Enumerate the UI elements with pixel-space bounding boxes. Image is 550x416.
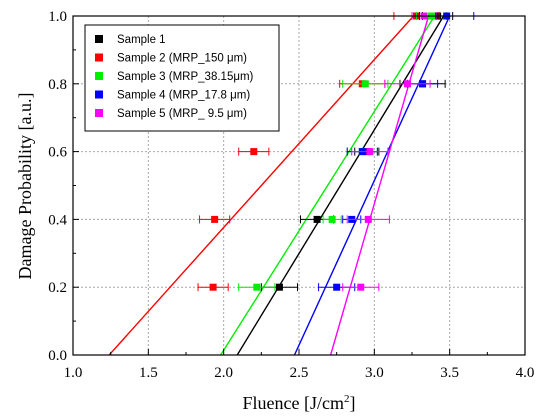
square-marker [364, 215, 372, 223]
data-point [346, 215, 390, 224]
legend-label: Sample 1 [117, 34, 166, 46]
legend-swatch [95, 53, 103, 62]
x-tick-label: 3.0 [365, 365, 384, 381]
square-marker [209, 283, 217, 291]
legend: Sample 1 Sample 2 (MRP_150 μm) Sample 3 (M… [84, 24, 280, 132]
data-point [322, 215, 342, 224]
y-tick-label: 0.8 [48, 77, 67, 93]
square-marker [333, 283, 341, 291]
x-tick-label: 2.5 [290, 365, 309, 381]
x-tick-label: 3.5 [440, 365, 459, 381]
x-tick-label: 1.0 [64, 365, 83, 381]
data-point [238, 283, 276, 292]
x-tick-label: 2.0 [214, 365, 233, 381]
y-tick-label: 0.0 [48, 348, 67, 364]
square-marker [275, 283, 283, 291]
data-point [384, 79, 431, 88]
square-marker [361, 80, 369, 88]
data-point [197, 283, 229, 292]
grid-lines [73, 16, 525, 355]
legend-swatch [95, 90, 103, 99]
legend-label: Sample 5 (MRP_ 9.5 μm) [117, 108, 247, 120]
fit-lines [108, 16, 451, 355]
y-tick-label: 0.4 [48, 212, 67, 228]
x-axis-ticks: 1.0 1.5 2.0 2.5 3.0 3.5 4.0 [64, 349, 535, 381]
square-marker [313, 215, 321, 223]
x-axis-title: Fluence [J/cm2] [243, 393, 356, 413]
square-marker [357, 283, 365, 291]
square-marker [253, 283, 261, 291]
legend-box [84, 24, 280, 132]
x-tick-label: 1.5 [139, 365, 158, 381]
fit-line [329, 16, 430, 355]
square-marker [250, 148, 258, 156]
square-marker [211, 215, 219, 223]
square-marker [403, 80, 411, 88]
data-point [351, 147, 389, 156]
x-tick-label: 4.0 [516, 365, 535, 381]
legend-swatch [95, 72, 103, 80]
square-marker [366, 148, 374, 156]
legend-label: Sample 2 (MRP_150 μm) [117, 53, 247, 65]
y-axis-title: Damage Probability [a.u.] [15, 93, 35, 280]
legend-label: Sample 4 (MRP_17.8 μm) [117, 90, 250, 102]
data-point [238, 147, 270, 156]
fit-line [220, 16, 436, 355]
legend-swatch [95, 35, 103, 43]
legend-label: Sample 3 (MRP_38.15μm) [117, 71, 254, 83]
square-marker [328, 215, 336, 223]
x-axis-title-superscript: 2 [344, 393, 350, 405]
y-tick-label: 0.2 [48, 280, 67, 296]
fit-line [236, 16, 445, 355]
y-tick-label: 1.0 [48, 9, 67, 25]
y-tick-label: 0.6 [48, 145, 67, 161]
y-axis-ticks: 0.0 0.2 0.4 0.6 0.8 1.0 [48, 9, 79, 364]
data-point [342, 283, 380, 292]
fit-line [108, 16, 415, 355]
legend-swatch [95, 109, 103, 117]
fit-line [293, 16, 451, 355]
data-point [199, 215, 231, 224]
